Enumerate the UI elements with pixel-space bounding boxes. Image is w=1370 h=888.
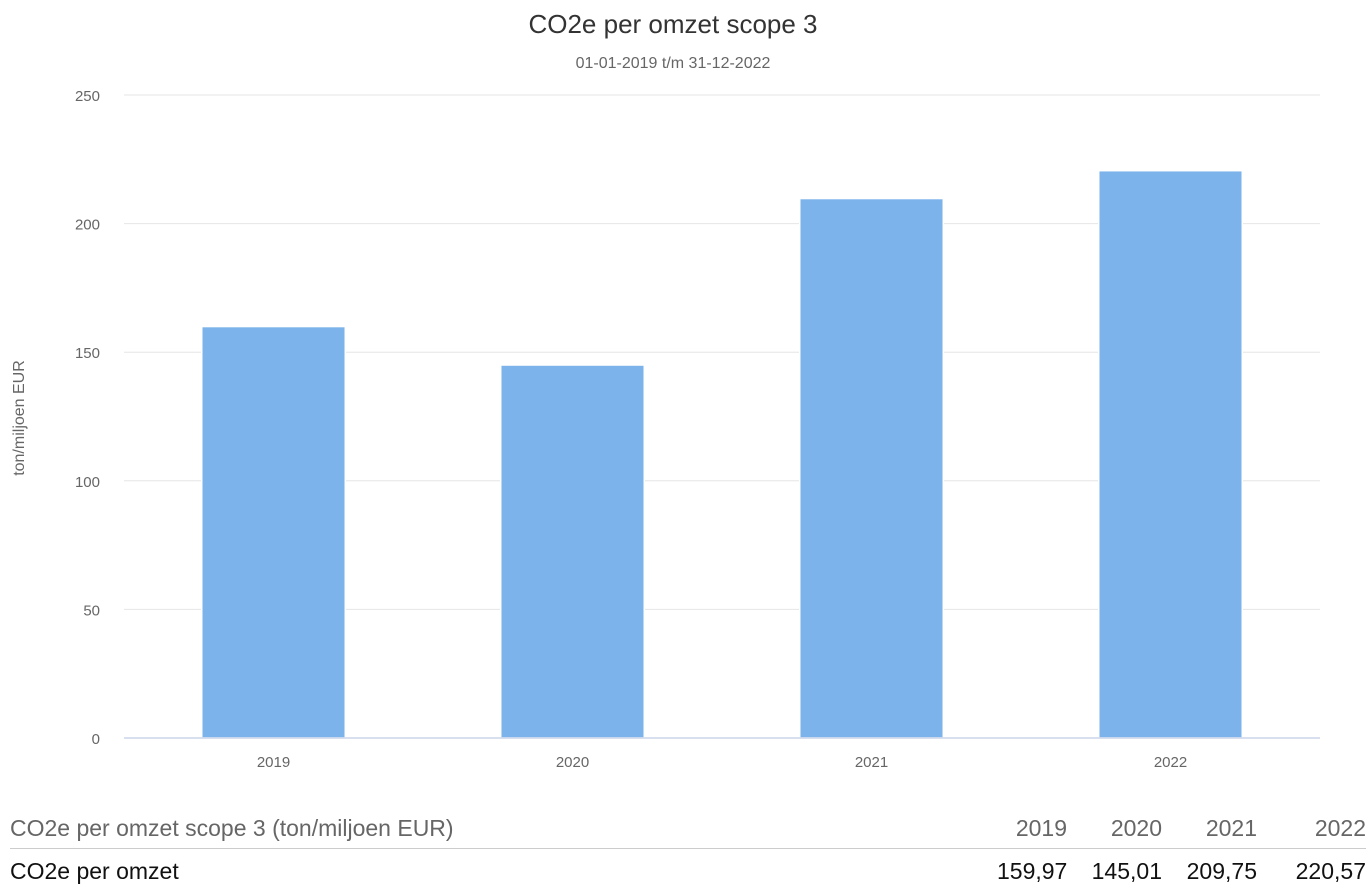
bar-chart: 0 50 100 150 200 250 2019 2020 2021 2022 [75, 88, 1320, 771]
y-tick-label: 50 [83, 602, 100, 619]
y-tick-label: 150 [75, 345, 100, 362]
data-table-header: CO2e per omzet scope 3 (ton/miljoen EUR)… [10, 808, 1366, 849]
x-tick-label: 2020 [556, 754, 589, 771]
y-tick-label: 200 [75, 217, 100, 234]
table-row-label: CO2e per omzet [10, 857, 179, 884]
y-tick-label: 0 [92, 731, 100, 748]
chart-title: CO2e per omzet scope 3 [528, 9, 818, 39]
table-col-2019: 2019 [1015, 814, 1067, 841]
bar-2020 [499, 364, 646, 739]
chart-subtitle: 01-01-2019 t/m 31-12-2022 [575, 55, 771, 72]
table-cell-2022: 220,57 [1295, 857, 1366, 884]
table-caption: CO2e per omzet scope 3 (ton/miljoen EUR) [10, 814, 454, 841]
y-tick-label: 250 [75, 88, 100, 105]
bars [200, 169, 1244, 739]
x-tick-label: 2019 [257, 754, 290, 771]
bar-2019 [200, 325, 347, 739]
table-col-2020: 2020 [1110, 814, 1162, 841]
table-col-2022: 2022 [1314, 814, 1366, 841]
bar-2022 [1097, 169, 1244, 739]
x-tick-label: 2022 [1154, 754, 1187, 771]
axes: 0 50 100 150 200 250 2019 2020 2021 2022 [75, 88, 1320, 771]
bar-2021 [798, 197, 945, 739]
table-row: CO2e per omzet 159,97 145,01 209,75 220,… [10, 854, 1366, 888]
table-cell-2021: 209,75 [1186, 857, 1257, 884]
table-cell-2020: 145,01 [1091, 857, 1162, 884]
y-tick-label: 100 [75, 474, 100, 491]
table-col-2021: 2021 [1205, 814, 1257, 841]
table-cell-2019: 159,97 [997, 857, 1068, 884]
x-tick-label: 2021 [855, 754, 888, 771]
